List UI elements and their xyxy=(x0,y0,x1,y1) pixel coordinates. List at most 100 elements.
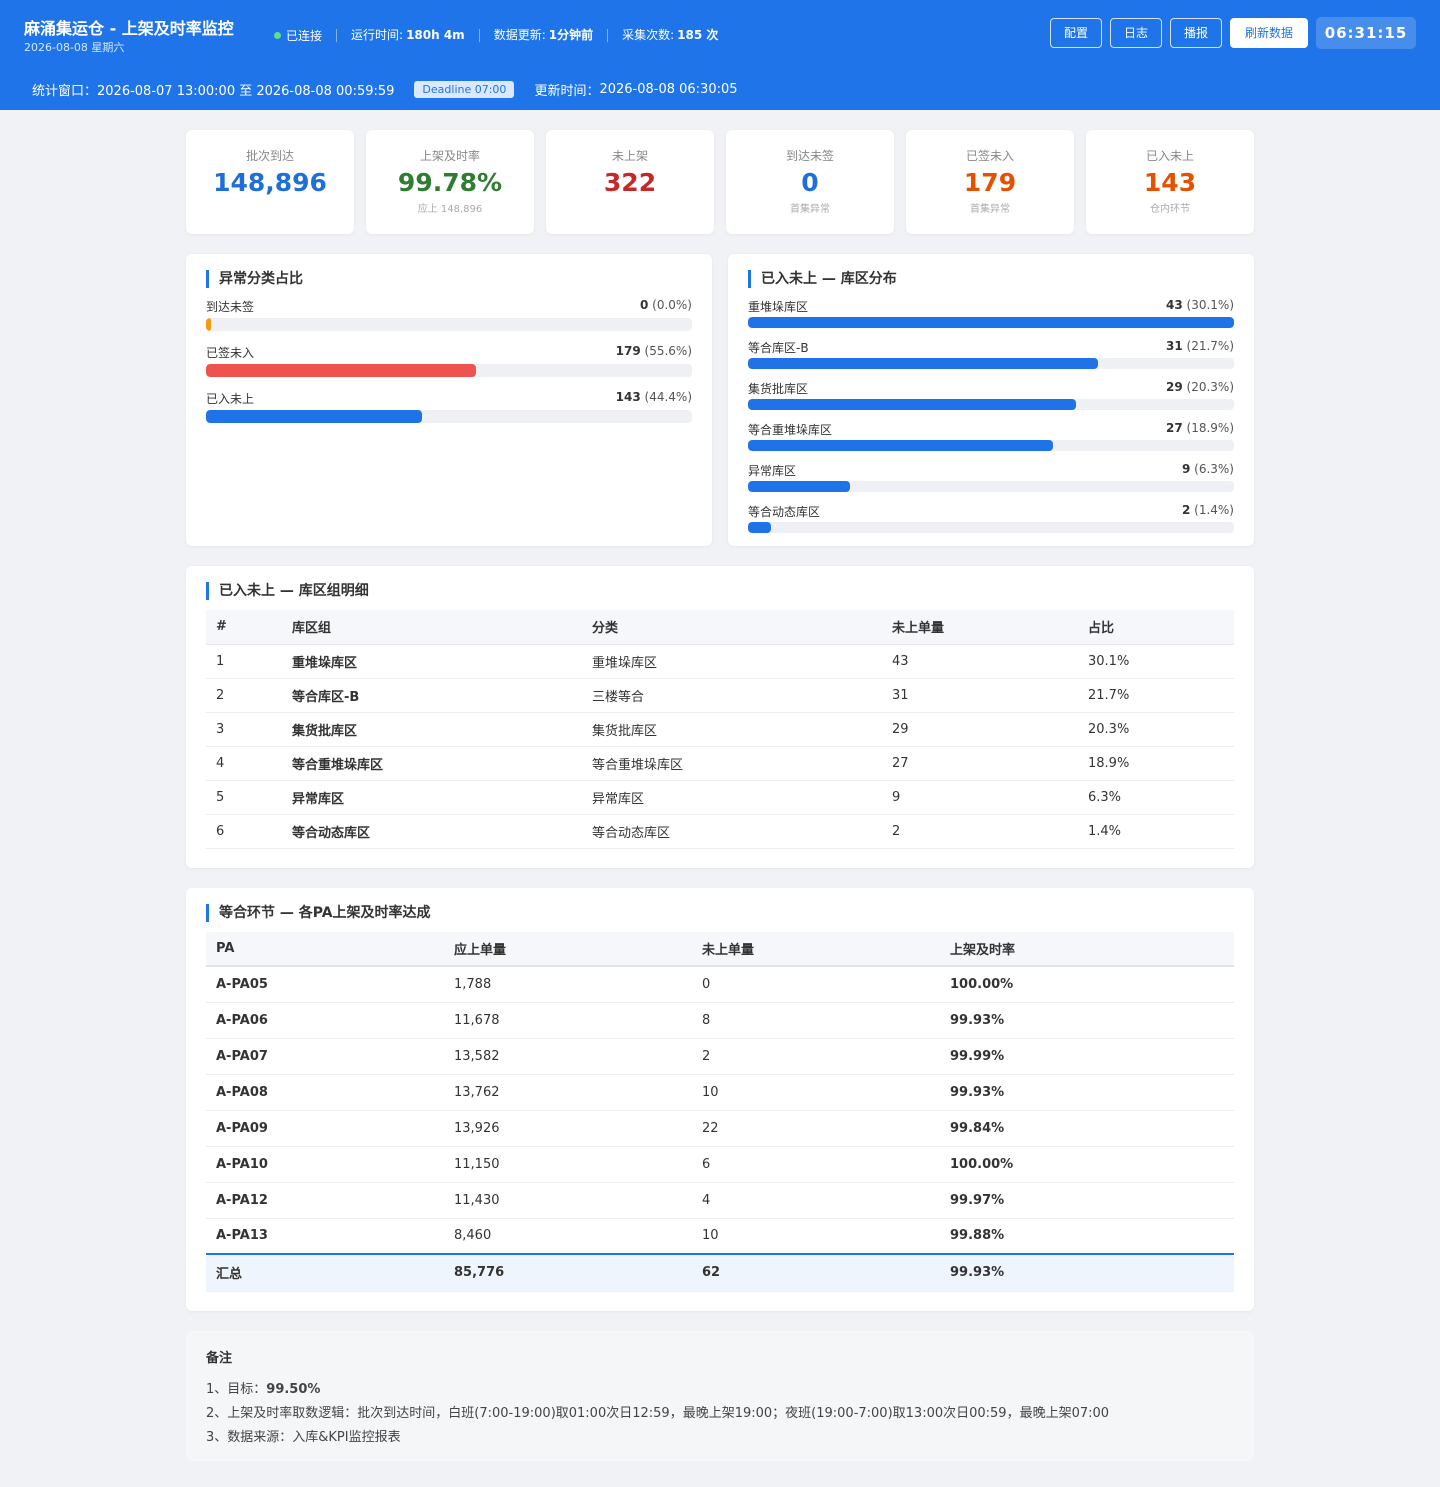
bar xyxy=(748,481,850,492)
bar-name: 到达未签 xyxy=(206,300,255,314)
table-cell: 2 xyxy=(882,814,1078,849)
button[interactable]: 刷新数据 xyxy=(1229,18,1308,48)
table-row: 2 等合库区-B 三楼等合 31 21.7% xyxy=(206,678,1234,713)
bar-head: 集货批库区 29 (20.3%) xyxy=(748,380,1234,397)
bar-track xyxy=(748,399,1234,410)
bar-list: 到达未签 0 (0.0%) 已签未入 179 (55.6%) 已入未上 143 (44.4… xyxy=(206,298,692,423)
table-cell: 重堆垛库区 xyxy=(582,644,882,679)
bar-name: 等合动态库区 xyxy=(748,505,821,519)
pa-table: PA 应上单量 未上单量 上架及时率 A-PA05 1,788 0 100.00% A-PA06… xyxy=(206,932,1234,1292)
bar-value: 29 xyxy=(1165,380,1183,394)
table-cell: 99.97% xyxy=(940,1182,1234,1219)
bar-track xyxy=(206,410,692,423)
column-header: # xyxy=(206,610,282,645)
table-cell: 10 xyxy=(692,1074,940,1111)
bar-name: 集货批库区 xyxy=(748,382,809,396)
content: 批次到达 148,896 上架及时率 99.78% 应上 148,896 未上架 322 到达… xyxy=(186,130,1254,1461)
table-cell: 11,678 xyxy=(444,1002,692,1039)
bar-track xyxy=(748,440,1234,451)
panel-title: 异常分类占比 xyxy=(206,270,692,288)
kpi-sub: 仓内环节 xyxy=(1150,204,1190,215)
deadline-badge: Deadline 07:00 xyxy=(414,81,515,98)
bar-value: 43 xyxy=(1165,298,1183,312)
bar-share: (6.3%) xyxy=(1194,462,1234,476)
note-item: 2、上架及时率取数逻辑：批次到达时间，白班(7:00-19:00)取01:00次… xyxy=(206,1402,1234,1426)
table-cell: 30.1% xyxy=(1078,644,1234,679)
table-cell: A-PA13 xyxy=(206,1218,444,1255)
button[interactable]: 配置 xyxy=(1049,18,1102,48)
stat: 运行时间: 180h 4m xyxy=(336,29,465,42)
table-row: 3 集货批库区 集货批库区 29 20.3% xyxy=(206,712,1234,747)
bar-value: 179 xyxy=(615,344,641,358)
table-body: A-PA05 1,788 0 100.00% A-PA06 11,678 8 99.93% A-… xyxy=(206,966,1234,1292)
kpi-sub: 首集异常 xyxy=(970,204,1010,215)
bar-share: (20.3%) xyxy=(1186,380,1234,394)
column-header: 未上单量 xyxy=(692,932,940,967)
table-row: A-PA09 13,926 22 99.84% xyxy=(206,1110,1234,1147)
note-text: 1、目标： xyxy=(206,1382,267,1397)
bar xyxy=(206,364,477,377)
table-cell: 2 xyxy=(692,1038,940,1075)
table-cell: 3 xyxy=(206,712,282,747)
clock: 06:31:15 xyxy=(1316,17,1416,49)
bar-row: 已入未上 143 (44.4%) xyxy=(206,390,692,423)
bar-row: 等合动态库区 2 (1.4%) xyxy=(748,503,1234,533)
bar-share: (55.6%) xyxy=(644,344,692,358)
bar-value-wrap: 9 (6.3%) xyxy=(1182,462,1234,479)
table-row: A-PA07 13,582 2 99.99% xyxy=(206,1038,1234,1075)
bar-head: 已入未上 143 (44.4%) xyxy=(206,390,692,407)
button[interactable]: 播报 xyxy=(1169,18,1222,48)
table-row: 6 等合动态库区 等合动态库区 2 1.4% xyxy=(206,814,1234,849)
table-cell: 20.3% xyxy=(1078,712,1234,747)
total-cell: 汇总 xyxy=(206,1253,444,1292)
bar-value-wrap: 43 (30.1%) xyxy=(1166,298,1234,315)
bar-share: (0.0%) xyxy=(652,298,692,312)
table-cell: 4 xyxy=(206,746,282,781)
bar-row: 集货批库区 29 (20.3%) xyxy=(748,380,1234,410)
table-row: 5 异常库区 异常库区 9 6.3% xyxy=(206,780,1234,815)
kpi-card: 已签未入 179 首集异常 xyxy=(906,130,1074,234)
bar-name: 异常库区 xyxy=(748,464,797,478)
kpi-sub: 首集异常 xyxy=(790,204,830,215)
column-header: 上架及时率 xyxy=(940,932,1234,967)
table-cell: 5 xyxy=(206,780,282,815)
kpi-card: 批次到达 148,896 xyxy=(186,130,354,234)
table-cell: 4 xyxy=(692,1182,940,1219)
button[interactable]: 日志 xyxy=(1109,18,1162,48)
bar-head: 重堆垛库区 43 (30.1%) xyxy=(748,298,1234,315)
total-cell: 62 xyxy=(692,1253,940,1292)
notes: 备注 1、目标：99.50% 2、上架及时率取数逻辑：批次到达时间，白班(7:00-… xyxy=(186,1331,1254,1461)
bar xyxy=(206,318,211,331)
bar-value-wrap: 2 (1.4%) xyxy=(1182,503,1234,520)
table-cell: A-PA06 xyxy=(206,1002,444,1039)
table-cell: 重堆垛库区 xyxy=(282,644,582,679)
table-head: # 库区组 分类 未上单量 占比 xyxy=(206,610,1234,645)
kpi-card: 上架及时率 99.78% 应上 148,896 xyxy=(366,130,534,234)
column-header: 库区组 xyxy=(282,610,582,645)
table-cell: 13,926 xyxy=(444,1110,692,1147)
kpi-value: 322 xyxy=(603,168,657,197)
table-cell: 三楼等合 xyxy=(582,678,882,713)
window: 2026-08-07 13:00:00 至 2026-08-08 00:59:5… xyxy=(97,84,395,99)
kpi-label: 批次到达 xyxy=(245,149,294,163)
table-cell: 13,762 xyxy=(444,1074,692,1111)
table-cell: 31 xyxy=(882,678,1078,713)
kpi-label: 上架及时率 xyxy=(419,149,480,163)
note-text: 3、数据来源：入库&KPI监控报表 xyxy=(206,1430,401,1445)
window-label: 统计窗口： xyxy=(32,84,98,99)
zone-table: # 库区组 分类 未上单量 占比 1 重堆垛库区 重堆垛库区 43 30.1% 2 等合库区-B 三楼等… xyxy=(206,610,1234,849)
kpi-value: 143 xyxy=(1143,168,1197,197)
table-cell: A-PA09 xyxy=(206,1110,444,1147)
bar-row: 已签未入 179 (55.6%) xyxy=(206,344,692,377)
column-header: 应上单量 xyxy=(444,932,692,967)
stat: 数据更新: 1分钟前 xyxy=(478,29,593,42)
header: 麻涌集运仓 - 上架及时率监控 2026-08-08 星期六 已连接 运行时间: 1… xyxy=(0,0,1440,110)
table-cell: 10 xyxy=(692,1218,940,1255)
bar-list: 重堆垛库区 43 (30.1%) 等合库区-B 31 (21.7%) 集货批库区 29 (… xyxy=(748,298,1234,533)
table-cell: 13,582 xyxy=(444,1038,692,1075)
bar-head: 异常库区 9 (6.3%) xyxy=(748,462,1234,479)
column-header: 分类 xyxy=(582,610,882,645)
total-cell: 85,776 xyxy=(444,1253,692,1292)
table-cell: 2 xyxy=(206,678,282,713)
category-panel: 异常分类占比 到达未签 0 (0.0%) 已签未入 179 (55.6%) 已入未上 143… xyxy=(186,254,712,546)
